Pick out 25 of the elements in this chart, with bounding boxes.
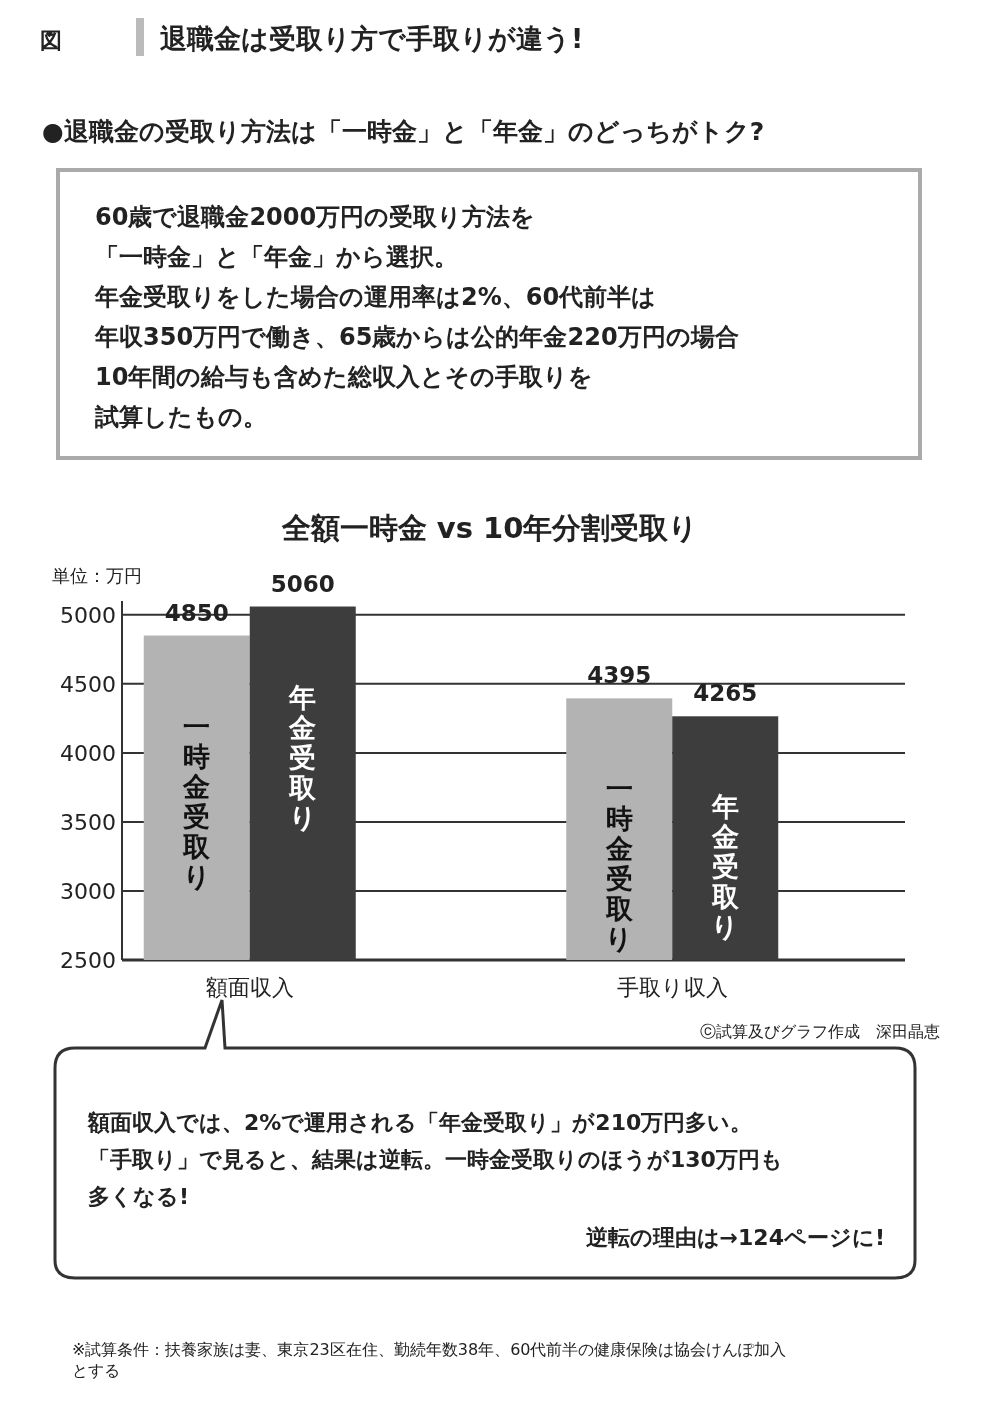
series-label: 一時金受取り (604, 773, 634, 955)
x-tick-label: 手取り収入 (616, 975, 728, 1000)
text: ⓒ試算及びグラフ作成 深田晶恵 (700, 1022, 940, 1041)
y-tick-label: 4000 (60, 740, 116, 766)
y-tick-label: 2500 (60, 948, 116, 973)
text: 図 (40, 28, 62, 53)
data-label: 5060 (270, 570, 335, 597)
text: ※試算条件：扶養家族は妻、東京23区在住、勤続年数38年、60代前半の健康保険は協会けんぽ加入とする (72, 1340, 787, 1380)
text: 額面収入では、2%で運用される「年金受取り」が210万円多い。「手取り」で見ると、結果は逆転。一時金受取りのほうが130万円も多くなる! (87, 1110, 783, 1209)
text: 退職金は受取り方で手取りが違う! (160, 23, 584, 54)
x-tick-label: 額面収入 (205, 975, 294, 1000)
y-axis-title: 単位：万円 (52, 565, 142, 586)
y-tick-label: 5000 (60, 602, 116, 628)
text: ●退職金の受取り方法は「一時金」と「年金」のどっちがトク? (42, 117, 765, 146)
y-tick-label: 3000 (60, 878, 116, 904)
y-tick-label: 4500 (60, 671, 116, 697)
chart-title: 全額一時金 vs 10年分割受取り (280, 511, 699, 545)
text: 逆転の理由は→124ページに! (585, 1225, 885, 1250)
series-label: 年金受取り (710, 791, 740, 943)
data-label: 4265 (693, 680, 758, 707)
text: 一時金受取り (182, 710, 211, 892)
data-label: 4395 (587, 662, 652, 689)
text: 60歳で退職金2000万円の受取り方法を「一時金」と「年金」から選択。年金受取りをした場合の運用率は2%、60代前半は年収350万円で働き、65歳からは公的年金220万円の場合10年間の給与も含めた総収入とその手取りを試算したもの。 (94, 203, 739, 431)
text: 年金受取り (288, 681, 317, 833)
y-tick-label: 3500 (60, 809, 116, 835)
